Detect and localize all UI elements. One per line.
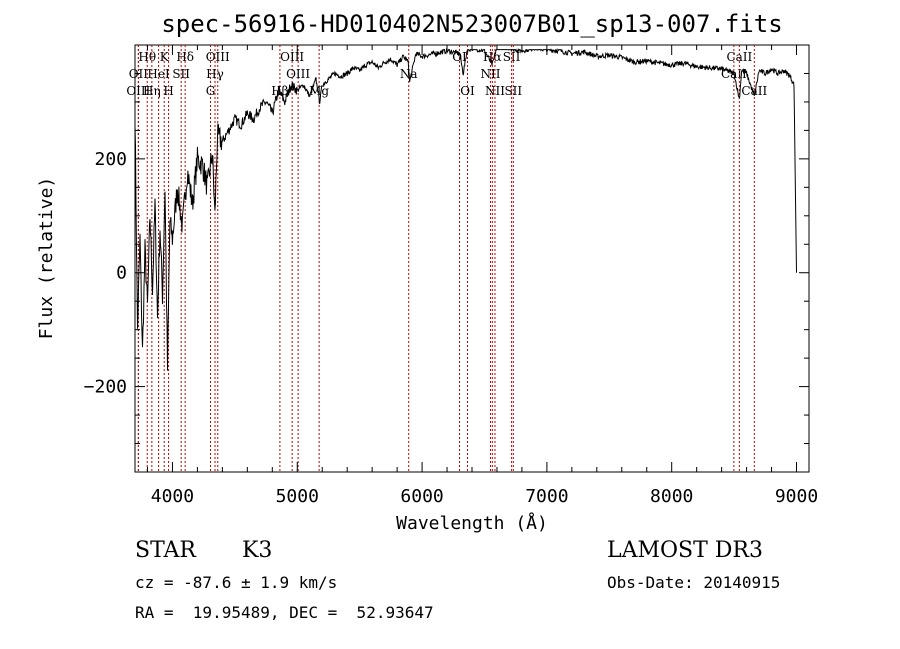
marker-label: OIII — [126, 84, 150, 98]
y-axis-label: Flux (relative) — [36, 177, 57, 340]
marker-label: SII — [172, 67, 190, 81]
x-tick-label: 9000 — [775, 486, 818, 507]
marker-label: OIII — [280, 50, 304, 64]
x-axis-label: Wavelength (Å) — [396, 512, 548, 534]
marker-label: CaII — [741, 84, 767, 98]
marker-label: Hα — [483, 50, 502, 64]
y-tick-label: −200 — [84, 377, 127, 398]
marker-label: OIII — [286, 67, 310, 81]
marker-label: H — [163, 84, 173, 98]
y-tick-label: 0 — [116, 263, 127, 284]
marker-label: Hγ — [206, 67, 224, 81]
marker-label: OI — [460, 84, 475, 98]
obs-date: Obs-Date: 20140915 — [607, 573, 781, 592]
object-class: STAR — [135, 538, 196, 563]
ra-dec-readout: RA = 19.95489, DEC = 52.93647 — [135, 603, 434, 622]
marker-label: K — [160, 50, 170, 64]
x-tick-label: 5000 — [276, 486, 319, 507]
marker-label: SII — [504, 84, 522, 98]
x-tick-label: 4000 — [151, 486, 194, 507]
marker-label: NII — [485, 84, 505, 98]
redshift-readout: cz = -87.6 ± 1.9 km/s — [135, 573, 338, 592]
chart-title: spec-56916-HD010402N523007B01_sp13-007.f… — [161, 10, 782, 38]
marker-label: HeI — [147, 67, 170, 81]
marker-label: Hη — [143, 84, 161, 98]
plot-frame — [134, 44, 810, 473]
marker-label: Hθ — [138, 50, 156, 64]
marker-label: G — [206, 84, 216, 98]
x-tick-label: 6000 — [400, 486, 443, 507]
y-tick-label: 200 — [94, 149, 127, 170]
marker-label: SII — [503, 50, 521, 64]
survey-label: LAMOST DR3 — [607, 538, 763, 563]
marker-label: NII — [480, 67, 500, 81]
object-subclass: K3 — [242, 538, 273, 563]
x-tick-label: 7000 — [525, 486, 568, 507]
marker-label: Hδ — [176, 50, 194, 64]
marker-label: Mg — [309, 84, 329, 98]
marker-label: OIII — [206, 50, 230, 64]
flux-series-line — [134, 47, 797, 371]
marker-label: CaII — [726, 50, 752, 64]
x-tick-label: 8000 — [650, 486, 693, 507]
axis-ticks: 4000 5000 6000 7000 8000 9000 −200 0 200 — [84, 45, 818, 507]
